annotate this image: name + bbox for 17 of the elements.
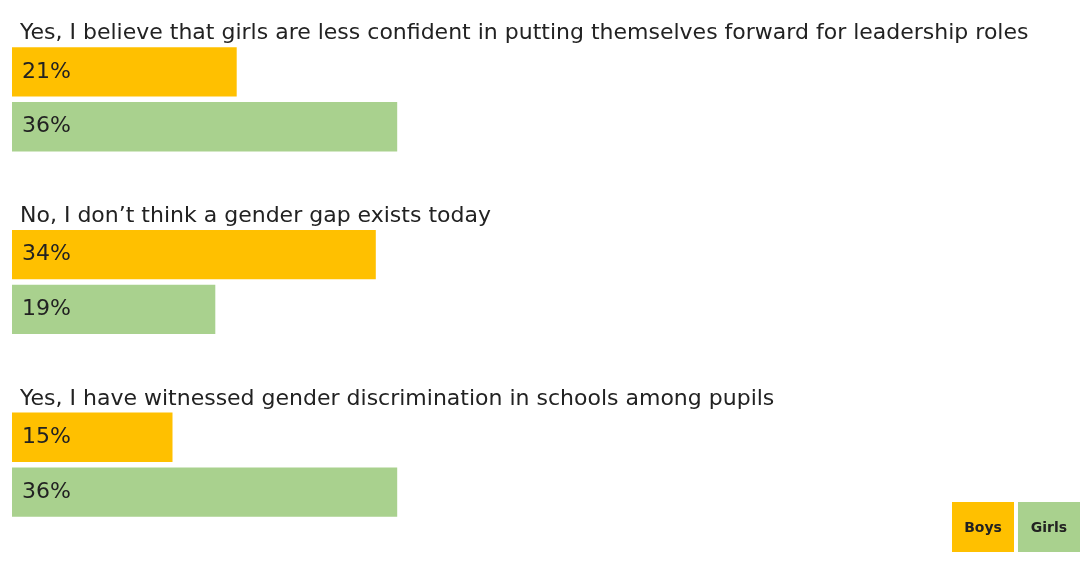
data-label: 34% bbox=[22, 240, 71, 266]
bar bbox=[12, 284, 216, 335]
bar bbox=[12, 229, 376, 280]
bar bbox=[12, 47, 237, 97]
data-label: 15% bbox=[22, 422, 71, 448]
data-label: 21% bbox=[22, 57, 71, 83]
y-tick-label: Yes, I have witnessed gender discrimination in schools among pupils bbox=[19, 384, 775, 410]
data-label: 36% bbox=[22, 112, 71, 138]
bar bbox=[12, 467, 398, 517]
bar bbox=[12, 102, 398, 152]
bar bbox=[12, 412, 173, 462]
text: Girls bbox=[1030, 519, 1068, 535]
y-tick-label: Yes, I believe that girls are less confident in putting themselves forward for leadership roles bbox=[19, 19, 1029, 45]
data-label: 19% bbox=[22, 295, 71, 321]
data-label: 36% bbox=[22, 477, 71, 503]
text: Boys bbox=[964, 519, 1002, 535]
y-tick-label: No, I don’t think a gender gap exists today bbox=[20, 201, 491, 227]
